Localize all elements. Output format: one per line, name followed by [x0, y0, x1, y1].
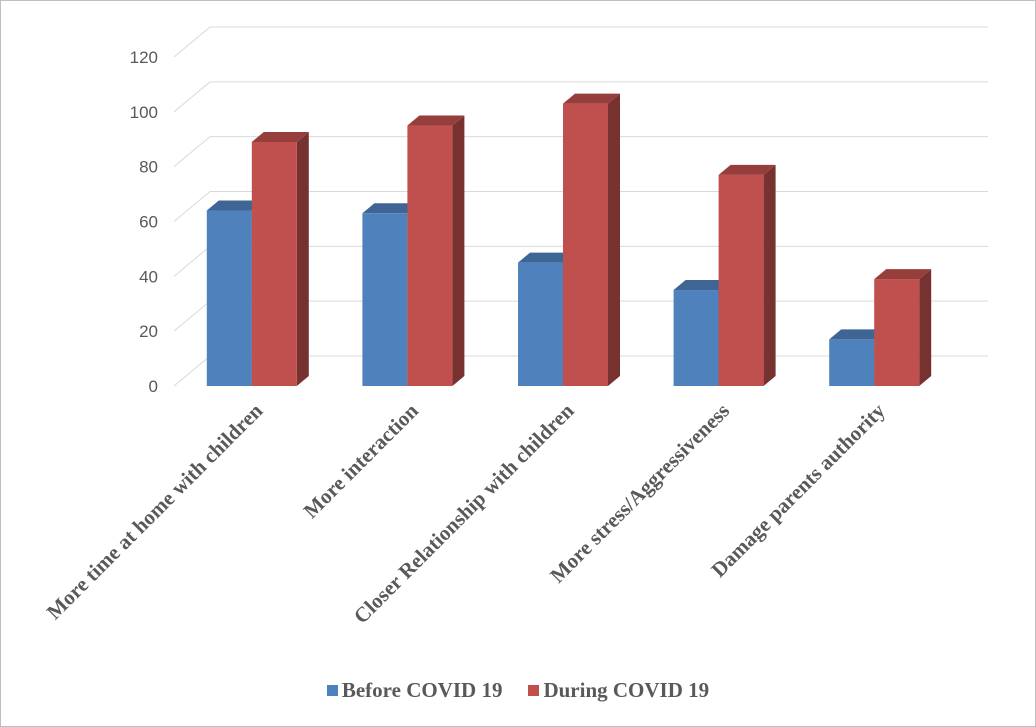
legend-label-during: During COVID 19 — [543, 678, 710, 702]
y-tick-label: 60 — [139, 213, 158, 232]
bar-top — [718, 164, 776, 175]
bar-during-0 — [251, 131, 309, 386]
bar-top — [874, 269, 932, 280]
bar-front — [829, 339, 875, 386]
bar-front — [874, 279, 920, 386]
bar-top — [251, 131, 309, 142]
bar-front — [362, 213, 408, 386]
bar-top — [673, 280, 731, 291]
x-axis-labels: More time at home with children More inte… — [42, 398, 890, 628]
gridline — [173, 26, 988, 58]
bar-top — [518, 252, 575, 263]
bar-top — [407, 115, 465, 126]
bars — [206, 93, 932, 387]
x-category-label: More stress/Aggressiveness — [545, 399, 734, 588]
bar-side — [763, 164, 776, 386]
x-category-label: More interaction — [299, 398, 424, 523]
gridline — [173, 136, 988, 168]
bar-front — [407, 125, 453, 387]
y-tick-label: 120 — [130, 48, 158, 67]
y-axis-ticks: 0 20 40 60 80 100 120 — [130, 48, 158, 396]
bar-during-3 — [718, 164, 776, 386]
bar-side — [296, 131, 309, 386]
bar-front — [251, 141, 297, 386]
bar-side — [919, 269, 932, 386]
legend-item-during: During COVID 19 — [528, 678, 709, 703]
gridline — [173, 81, 988, 113]
bar-front — [206, 210, 252, 386]
y-tick-label: 100 — [130, 103, 158, 122]
legend-swatch-during — [528, 685, 540, 696]
bar-front — [518, 262, 563, 386]
bar-front — [718, 174, 764, 386]
bar-top — [362, 203, 420, 214]
legend: Before COVID 19 During COVID 19 — [0, 678, 1036, 703]
bar-top — [206, 200, 264, 211]
bar-during-2 — [563, 93, 620, 386]
bar-top — [563, 93, 620, 104]
y-tick-label: 80 — [139, 158, 158, 177]
bar-front — [673, 290, 719, 386]
legend-swatch-before — [326, 685, 338, 696]
bar-front — [563, 103, 608, 386]
legend-label-before: Before COVID 19 — [341, 678, 503, 702]
legend-item-before: Before COVID 19 — [326, 678, 503, 703]
bar-during-4 — [874, 269, 932, 386]
y-tick-label: 40 — [139, 267, 158, 286]
bar-during-1 — [407, 115, 465, 387]
y-tick-label: 20 — [139, 322, 158, 341]
x-category-label: More time at home with children — [42, 398, 268, 624]
y-tick-label: 0 — [149, 377, 158, 396]
bar-side — [608, 93, 620, 386]
bar-side — [452, 115, 465, 387]
x-category-label: Damage parents authority — [706, 398, 890, 582]
bar-top — [829, 329, 887, 340]
